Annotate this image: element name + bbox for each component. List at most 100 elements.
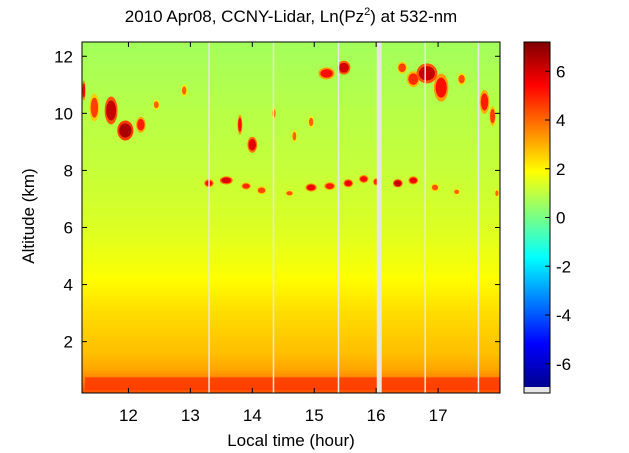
cloud-feature [360,176,368,182]
background-band [82,327,500,331]
cloud-feature [182,86,187,95]
cloud-feature [257,187,266,194]
background-band [82,355,500,360]
background-band [82,290,500,294]
cloud-feature [238,117,242,132]
background-band [82,250,500,254]
cloud-feature [286,191,293,196]
cloud-feature [320,69,333,78]
background-band [82,367,500,371]
background-band [82,44,500,49]
colorbar-no-data-swatch [524,387,550,393]
background-band [82,236,500,240]
background-band [82,156,500,160]
background-band [82,110,500,114]
background-band [82,341,500,346]
background-band [82,270,500,274]
background-band [82,87,500,92]
x-axis-label: Local time (hour) [227,431,355,450]
cloud-feature [153,101,159,109]
colorbar-tick-label: 4 [556,111,565,130]
background-band [82,99,500,103]
background-band [82,184,500,189]
background-band [82,241,500,246]
cloud-feature [495,190,499,197]
y-tick-label: 12 [54,47,73,66]
no-data-gap [272,42,275,393]
background-band [82,390,500,393]
colorbar-tick-label: 0 [556,209,565,228]
background-band [82,287,500,291]
cloud-feature [435,77,447,98]
background-band [82,79,500,83]
colorbar-tick-label: 2 [556,160,565,179]
background-band [82,350,500,354]
y-tick-label: 2 [64,333,73,352]
background-band [82,161,500,166]
cloud-feature [306,184,316,191]
background-band [82,90,500,94]
background-band [82,318,500,323]
plot-frame [81,41,501,394]
background-band [82,93,500,97]
background-band [82,301,500,306]
y-tick-label: 4 [64,276,73,295]
background-band [82,133,500,137]
cloud-feature [137,119,145,131]
background-band [82,141,500,146]
background-band [82,47,500,52]
cloud-feature [90,97,99,118]
background-band [82,273,500,277]
cloud-feature [308,117,314,127]
background-band [82,42,500,46]
colorbar-tick-label: -4 [556,306,571,325]
x-tick-label: 15 [305,406,324,425]
background-band [82,59,500,63]
background-band [82,170,500,174]
x-tick-label: 14 [243,406,262,425]
colorbar: -6 -4 -2 0 2 4 6 [523,41,571,394]
background-band [82,347,500,351]
cloud-feature [398,63,406,72]
cloud-feature [408,73,419,85]
cloud-feature [454,189,460,194]
background-band [82,124,500,129]
background-band [82,159,500,163]
x-tick-label: 12 [119,406,138,425]
y-tick-label: 10 [54,104,73,123]
colorbar-ticks: -6 -4 -2 0 2 4 6 [545,62,571,374]
background-band [82,56,500,60]
cloud-feature [119,123,132,138]
cloud-feature [480,93,489,111]
y-axis-label: Altitude (km) [19,168,38,263]
background-band [82,307,500,311]
background-band [82,310,500,314]
colorbar-tick-label: -6 [556,355,571,374]
cloud-feature [409,177,418,184]
background-band [82,330,500,334]
background-band [82,101,500,106]
background-band [82,147,500,152]
background-band [82,53,500,57]
background-band [82,173,500,177]
background-band [82,67,500,72]
x-axis: 12 13 14 15 16 17 [119,42,448,425]
background-band [82,130,500,134]
cloud-feature [221,177,232,184]
background-band [82,198,500,203]
cloud-feature [418,66,435,81]
background-band [82,119,500,123]
background-band [82,76,500,80]
background-band [82,256,500,260]
background-band [82,213,500,217]
cloud-feature [394,180,402,187]
background-band [82,73,500,77]
background-band [82,187,500,191]
background-band [82,196,500,200]
cloud-feature [490,109,496,124]
background-band [82,253,500,257]
background-band [82,96,500,100]
background-band [82,50,500,55]
background-band [82,167,500,172]
